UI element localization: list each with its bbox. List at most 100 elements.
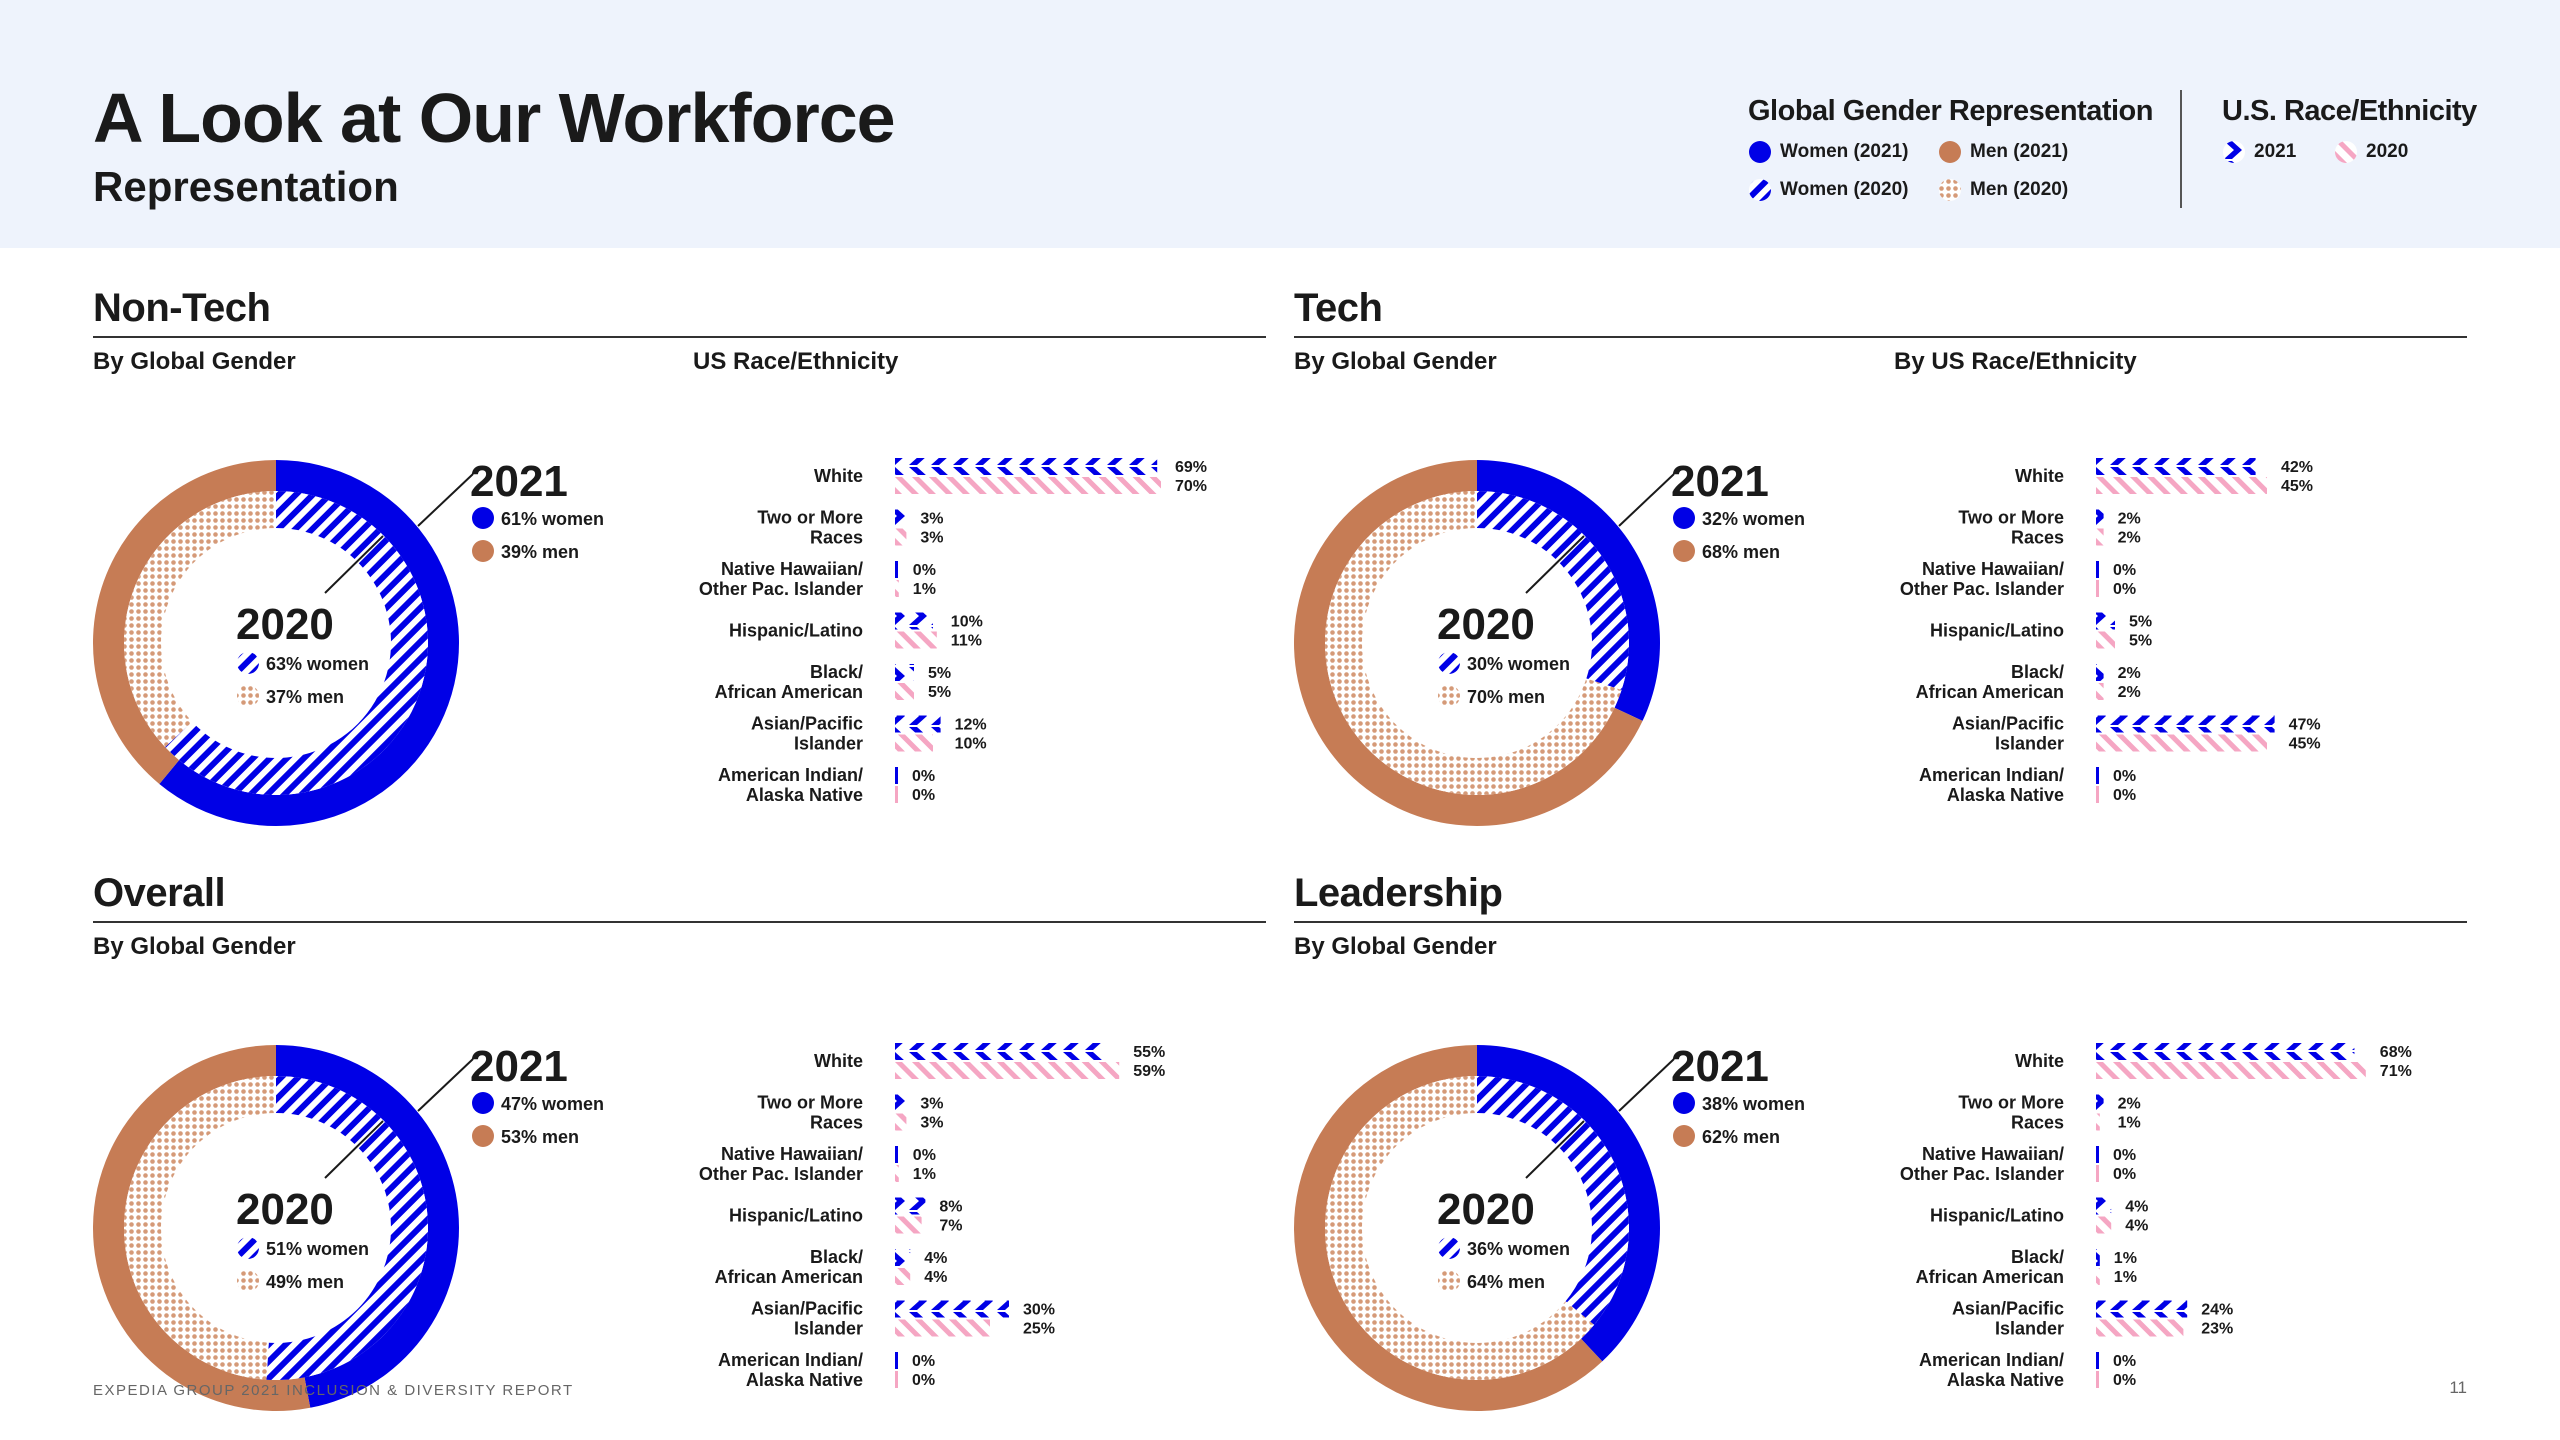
legend-women-2020-label: Women (2020) [1780, 179, 1909, 200]
race-category-label: Islander [1995, 1319, 2064, 1339]
bar-2020-value: 11% [951, 633, 982, 650]
women-2021-value: 32% women [1702, 509, 1805, 529]
legend-women-2021: Women (2021) [1748, 140, 1908, 164]
panel-title: Tech [1294, 286, 1383, 330]
bar-2020-value: 2% [2118, 684, 2141, 701]
bar-2021-value: 12% [955, 717, 987, 734]
non-tech-chart: 2021 61% women 39% men 2020 63% women 37% men… [93, 457, 1207, 826]
panel-divider [93, 921, 1266, 923]
men-2020-value: 49% men [266, 1272, 344, 1292]
race-category-label: Alaska Native [746, 785, 863, 805]
bar-2020 [2096, 1113, 2100, 1131]
legend-men-2021: Men (2021) [1938, 140, 2068, 164]
bar-2020 [895, 477, 1161, 494]
bar-2020 [2096, 1319, 2184, 1337]
race-category-label: American Indian/ [718, 1350, 863, 1370]
bar-2020 [895, 786, 898, 803]
bar-2020-value: 59% [1133, 1063, 1165, 1080]
race-category-label: Black/ [2011, 1247, 2064, 1267]
race-category-label: Races [2011, 528, 2064, 548]
bar-2021 [895, 1094, 907, 1112]
women-2020-dot-icon [1438, 1237, 1460, 1259]
bar-2021-value: 10% [951, 614, 983, 631]
legend-divider [2180, 90, 2182, 208]
bar-2021-value: 3% [920, 511, 943, 528]
legend-race-2020: 2020 [2334, 140, 2408, 164]
race-category-label: Other Pac. Islander [699, 1164, 863, 1184]
bar-2021-value: 24% [2201, 1302, 2233, 1319]
leader-line-2021 [1618, 473, 1675, 527]
donut-women-2020-slice [1477, 491, 1629, 690]
race-category-label: African American [715, 682, 863, 702]
bar-2020 [2096, 1268, 2100, 1285]
bar-2020-value: 45% [2289, 736, 2321, 753]
race-category-label: Two or More [757, 508, 863, 528]
bar-2020 [2096, 786, 2099, 803]
bar-2020-value: 4% [2125, 1218, 2148, 1235]
bar-2021 [895, 1300, 1009, 1318]
page-subtitle: Representation [93, 163, 399, 210]
bar-2021 [2096, 1197, 2112, 1215]
bar-2021 [2096, 1146, 2099, 1163]
men-2021-value: 62% men [1702, 1127, 1780, 1147]
bar-2020-value: 2% [2118, 530, 2141, 547]
bar-2020-value: 0% [2113, 787, 2136, 804]
footer-text: EXPEDIA GROUP 2021 INCLUSION & DIVERSITY… [93, 1382, 574, 1399]
leader-line-2021 [417, 473, 474, 527]
bar-2020 [2096, 1216, 2112, 1234]
tech-chart: 2021 32% women 68% men 2020 30% women 70% men… [1294, 457, 2321, 826]
bar-2021-value: 0% [913, 562, 936, 579]
women-2020-dot-icon [1438, 652, 1460, 674]
men-2021-dot-icon [1673, 540, 1695, 562]
gender-subtitle: By Global Gender [93, 933, 296, 960]
race-category-label: Native Hawaiian/ [1922, 1144, 2064, 1164]
legend-race-2021-label: 2021 [2254, 141, 2297, 162]
page-number: 11 [2449, 1378, 2467, 1397]
legend-men-2020: Men (2020) [1938, 178, 2068, 202]
race-category-label: Two or More [1958, 508, 2064, 528]
race-category-label: White [814, 466, 863, 486]
bar-2021-value: 68% [2380, 1044, 2412, 1061]
men-2021-value: 39% men [501, 542, 579, 562]
legend-race-2021: 2021 [2222, 140, 2296, 164]
donut-women-2020-slice [266, 1076, 429, 1380]
bar-2021-value: 30% [1023, 1302, 1055, 1319]
race-category-label: Hispanic/Latino [729, 621, 863, 641]
overall-chart: 2021 47% women 53% men 2020 51% women 49% men… [93, 1042, 1165, 1411]
legend-men-2020-label: Men (2020) [1970, 179, 2069, 200]
bar-2020 [895, 1268, 911, 1285]
bar-2020-value: 23% [2201, 1321, 2233, 1338]
bar-2020 [895, 683, 914, 700]
bar-2020 [2096, 1165, 2099, 1182]
donut-women-2020-slice [165, 491, 428, 795]
donut-women-2020-slice [1477, 1076, 1629, 1325]
race-category-label: American Indian/ [1919, 765, 2064, 785]
bar-2020-value: 0% [2113, 1166, 2136, 1183]
legend-men-2021-label: Men (2021) [1970, 141, 2069, 162]
race-category-label: Other Pac. Islander [1900, 579, 2064, 599]
year-2021-label: 2021 [470, 457, 568, 506]
bar-2021 [895, 509, 907, 527]
bar-2020 [895, 631, 937, 649]
bar-2020 [895, 1371, 898, 1388]
leader-line-2021 [417, 1058, 474, 1112]
bar-2021 [2096, 509, 2104, 527]
race-category-label: American Indian/ [1919, 1350, 2064, 1370]
bar-2020-value: 4% [924, 1269, 947, 1286]
bar-2020 [895, 1113, 907, 1131]
men-2020-swatch-icon [1939, 179, 1961, 201]
race-subtitle: US Race/Ethnicity [693, 348, 899, 375]
bar-2021-value: 2% [2118, 511, 2141, 528]
leadership-chart: 2021 38% women 62% men 2020 36% women 64% men… [1294, 1042, 2412, 1411]
bar-2020 [895, 734, 933, 752]
bar-2021-value: 8% [939, 1199, 962, 1216]
bar-2020-value: 5% [928, 684, 951, 701]
bar-2021 [2096, 1043, 2355, 1060]
donut-women-2021-slice [276, 1045, 459, 1408]
women-2021-value: 38% women [1702, 1094, 1805, 1114]
bar-2020-value: 7% [939, 1218, 962, 1235]
men-2021-value: 68% men [1702, 542, 1780, 562]
donut-women-2021-slice [1477, 1045, 1660, 1362]
bar-2021-value: 5% [928, 665, 951, 682]
bar-2021 [2096, 664, 2104, 681]
